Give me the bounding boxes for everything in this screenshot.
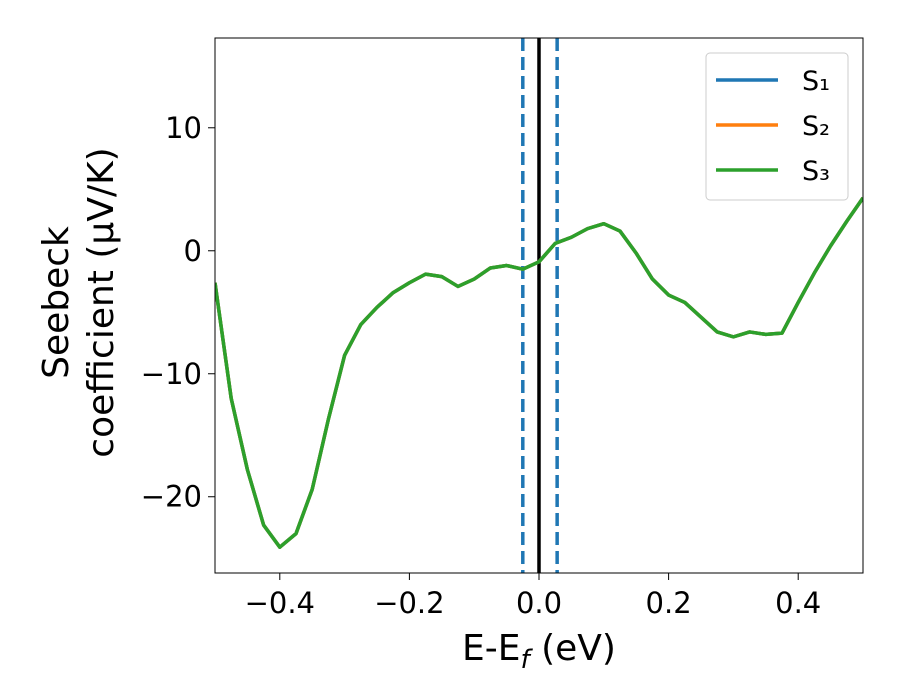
legend-label: S₂ [802,111,830,142]
legend-label: S₃ [802,156,830,187]
plot-area [215,38,863,573]
y-tick-label: −10 [141,357,202,391]
legend-label: S₁ [802,66,830,97]
y-tick-label: −20 [141,480,202,514]
x-axis-label: E-Ef (eV) [462,628,616,675]
x-tick-label: −0.2 [374,586,444,620]
x-tick-label: 0.4 [775,586,821,620]
x-axis-label-part: (eV) [530,628,616,669]
y-tick-label: 0 [184,234,202,268]
y-axis-label: Seebeck [36,226,77,379]
y-axis-label: coefficient (μV/K) [81,147,122,457]
x-tick-label: 0.2 [646,586,692,620]
x-tick-label: −0.4 [245,586,315,620]
series-line [215,196,863,549]
axes-frame [214,37,864,574]
x-tick-label: 0.0 [516,586,562,620]
y-tick-label: 10 [165,111,202,145]
x-axis-label-part: E-E [462,628,520,669]
